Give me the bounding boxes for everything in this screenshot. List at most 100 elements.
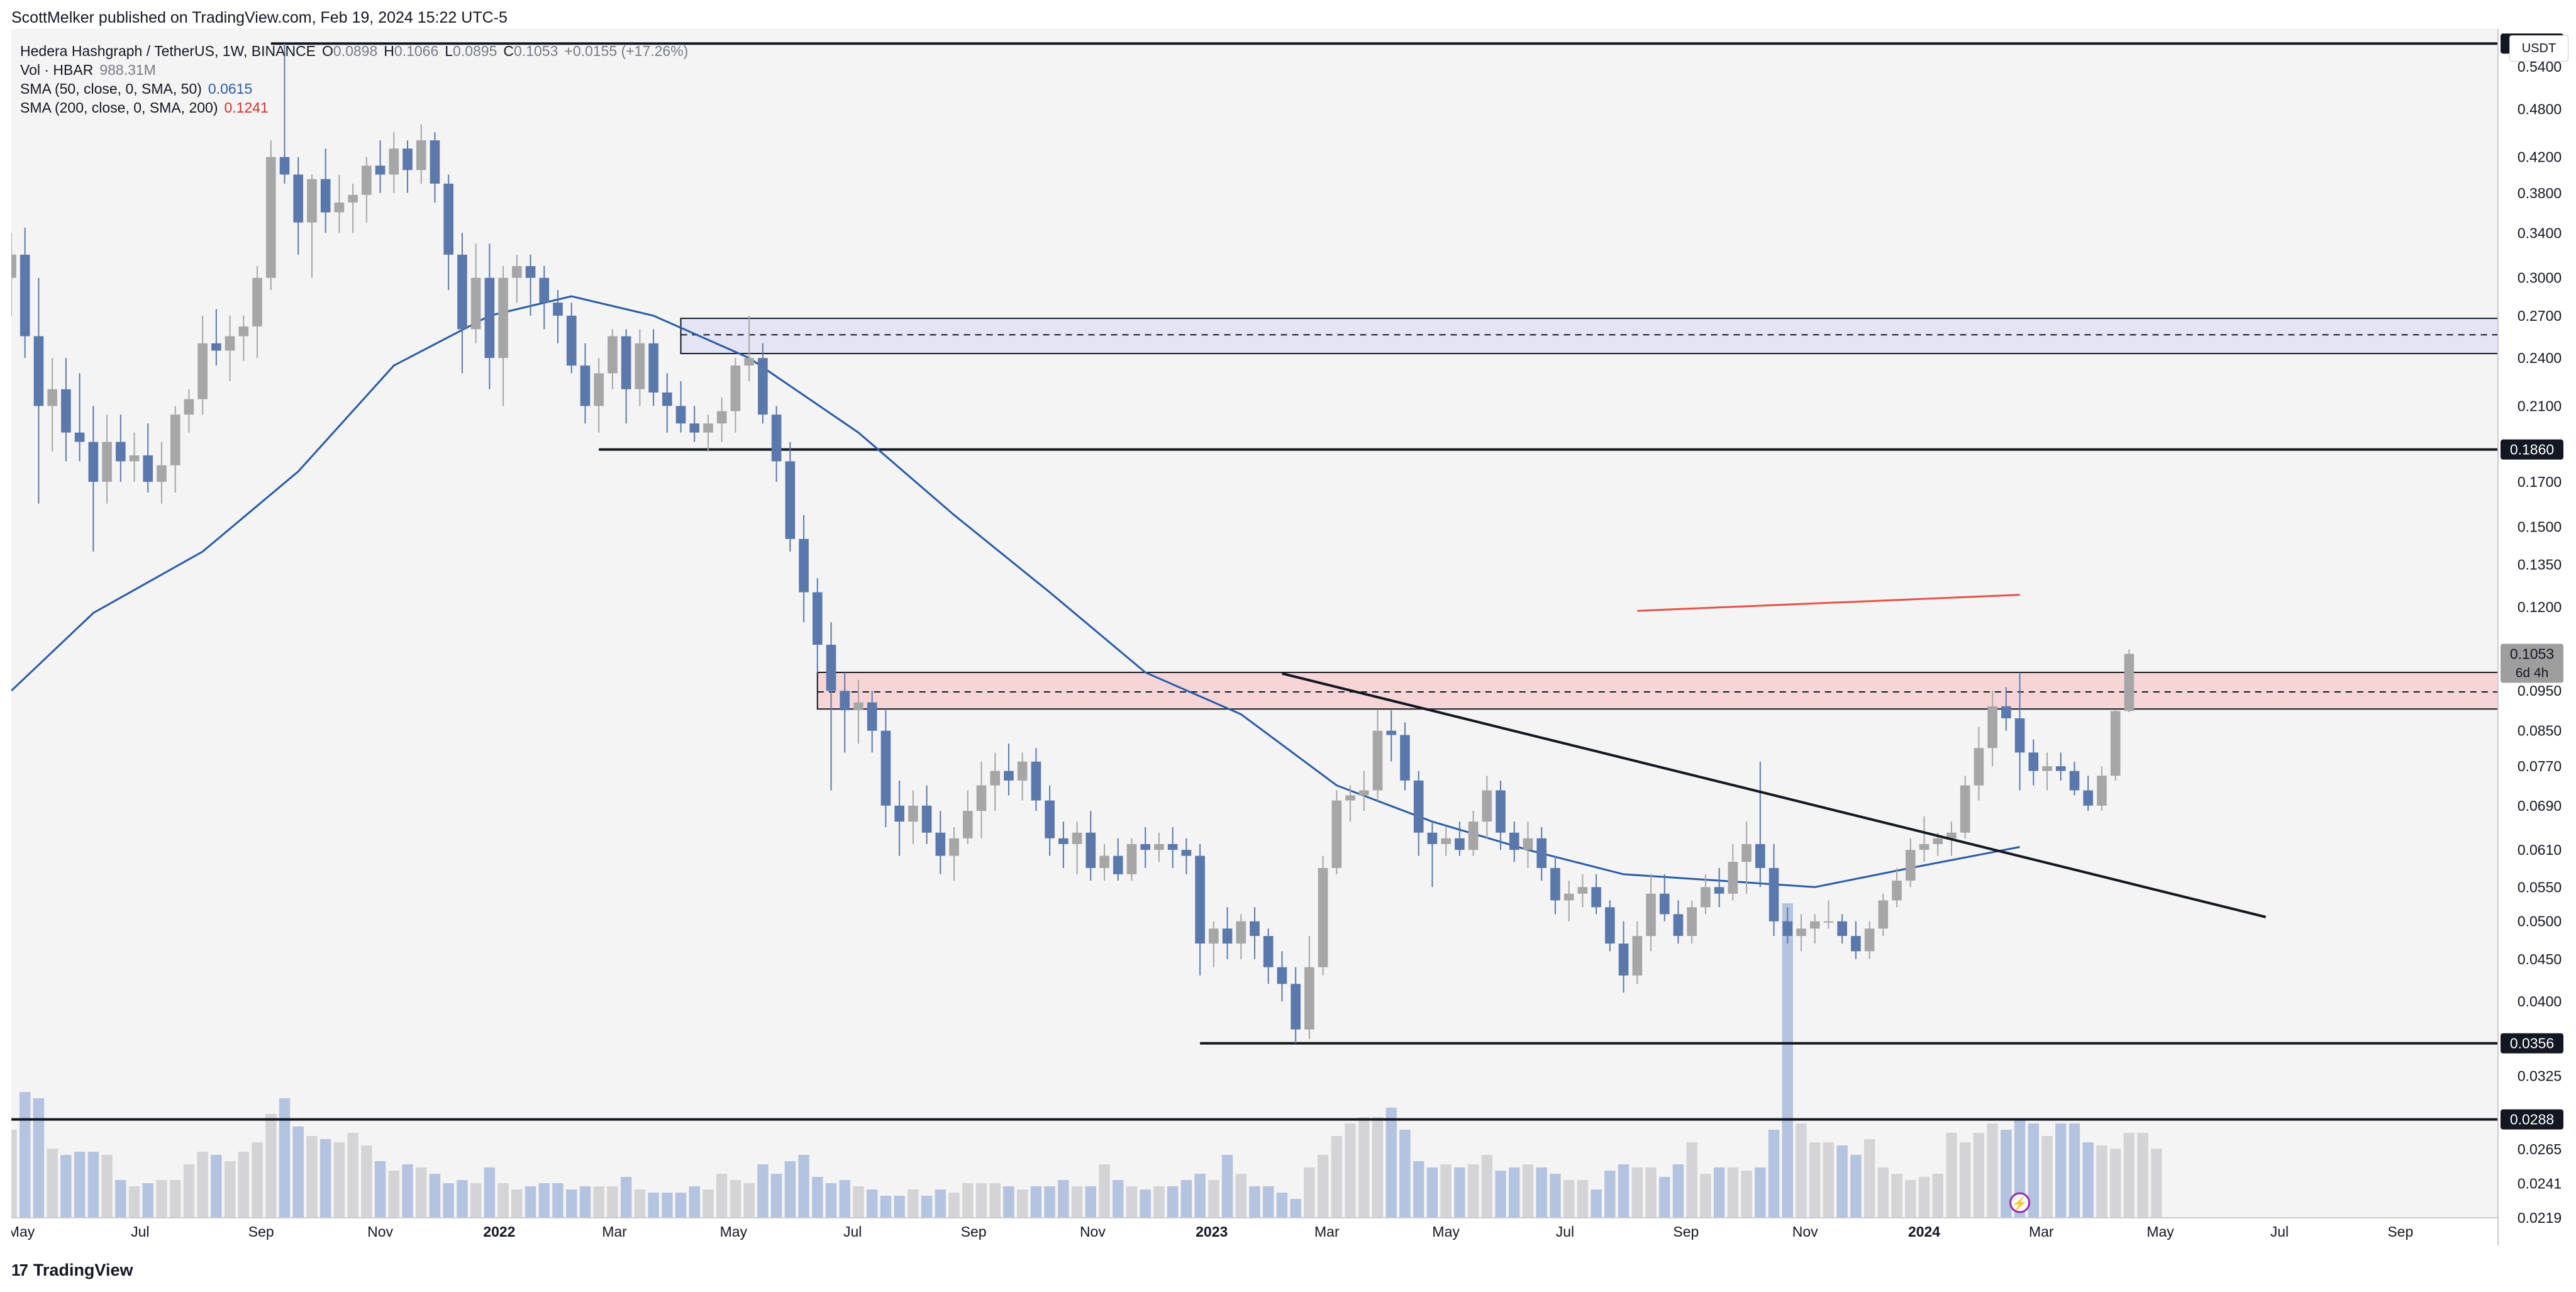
price-tick-label: 0.3400	[2518, 225, 2562, 241]
price-tick-label: 0.3000	[2518, 270, 2562, 286]
tradingview-logo[interactable]: 17 TradingView	[11, 1261, 133, 1280]
volume-bar	[183, 1164, 195, 1218]
volume-bar	[74, 1152, 86, 1218]
time-tick-label: May	[2146, 1223, 2174, 1240]
candle-body	[389, 148, 399, 175]
candle-body	[19, 254, 30, 337]
candle-body	[594, 373, 604, 406]
price-axis: 0.54000.48000.42000.38000.34000.30000.27…	[2518, 58, 2562, 1226]
volume-bar	[142, 1183, 153, 1218]
candle-body	[799, 538, 809, 593]
volume-bar	[457, 1180, 468, 1218]
volume-bar	[1863, 1139, 1875, 1218]
candle-body	[498, 277, 508, 359]
volume-bar	[1180, 1180, 1192, 1218]
volume-bar	[224, 1161, 236, 1218]
price-label-box	[2501, 1109, 2563, 1130]
candle-body	[648, 343, 658, 393]
open-value: 0.0898	[333, 43, 378, 59]
candle-body	[1427, 832, 1438, 844]
candle-body	[689, 423, 700, 433]
candle-body	[265, 157, 276, 278]
flash-icon-glyph: ⚡	[2012, 1196, 2028, 1211]
candle-body	[621, 336, 631, 389]
volume-bar	[948, 1193, 960, 1218]
candle-body	[2055, 766, 2066, 771]
price-tick-label: 0.0690	[2518, 798, 2562, 814]
price-chart[interactable]: 0.54000.48000.42000.38000.34000.30000.27…	[6, 29, 2576, 1245]
price-label-text: 0.0356	[2510, 1035, 2554, 1052]
volume-bar	[2110, 1149, 2121, 1218]
candle-body	[1591, 887, 1601, 908]
volume-bar	[1413, 1161, 1424, 1218]
volume-bar	[1604, 1171, 1616, 1218]
price-tick-label: 0.0610	[2518, 842, 2562, 858]
volume-bar	[1577, 1180, 1589, 1218]
zone-resistance-lower	[816, 671, 2499, 710]
volume-bar	[1317, 1155, 1329, 1218]
volume-bar	[211, 1155, 222, 1218]
price-tick-label: 0.0265	[2518, 1141, 2562, 1157]
candle-body	[74, 432, 85, 442]
time-tick-label: 2024	[1908, 1223, 1940, 1240]
volume-bar	[2001, 1130, 2012, 1218]
candle-body	[1701, 887, 1711, 908]
price-tick-label: 0.2700	[2518, 308, 2562, 324]
price-tick-label: 0.2100	[2518, 398, 2562, 414]
volume-bar	[1221, 1155, 1233, 1218]
candle-body	[2083, 790, 2094, 806]
candle-body	[1004, 771, 1014, 781]
candle-body	[1181, 850, 1192, 856]
candle-body	[307, 179, 317, 223]
symbol-title[interactable]: Hedera Hashgraph / TetherUS, 1W, BINANCE	[20, 43, 316, 59]
time-tick-label: Mar	[2029, 1223, 2054, 1240]
candle-body	[1291, 984, 1301, 1030]
volume-bar	[443, 1183, 454, 1218]
volume-bar	[2082, 1142, 2094, 1218]
price-tick-label: 0.0450	[2518, 951, 2562, 967]
sma200-label[interactable]: SMA (200, close, 0, SMA, 200)	[20, 99, 218, 116]
volume-bar	[1345, 1123, 1356, 1218]
time-tick-label: Jul	[2270, 1223, 2289, 1240]
candle-body	[990, 771, 1001, 786]
volume-bar	[1085, 1186, 1096, 1218]
volume-bar	[1918, 1177, 1930, 1218]
volume-bar	[2096, 1145, 2107, 1218]
volume-bar	[1140, 1189, 1151, 1218]
volume-bar	[1426, 1167, 1438, 1218]
candle-body	[61, 389, 71, 433]
volume-bar	[265, 1114, 277, 1218]
volume-bar	[1194, 1174, 1206, 1218]
volume-bar	[1796, 1123, 1807, 1218]
time-tick-label: Jul	[1556, 1223, 1574, 1240]
candle-body	[416, 140, 426, 170]
volume-bar	[6, 1130, 17, 1218]
volume-bar	[1755, 1167, 1766, 1218]
candle-body	[143, 455, 153, 482]
candle-body	[1045, 800, 1055, 838]
candle-body	[170, 415, 180, 465]
candle-body	[1017, 761, 1028, 781]
currency-selector[interactable]: USDT	[2509, 35, 2568, 62]
volume-bar	[1946, 1133, 1957, 1218]
candle-body	[470, 277, 481, 330]
volume-bar	[593, 1186, 604, 1218]
sma50-label[interactable]: SMA (50, close, 0, SMA, 50)	[20, 81, 202, 97]
volume-bar	[156, 1180, 167, 1218]
volume-bar	[1304, 1167, 1315, 1218]
time-tick-label: Nov	[367, 1223, 393, 1240]
candle-body	[2001, 706, 2011, 718]
candle-body	[1946, 832, 1957, 838]
volume-bar	[1113, 1180, 1124, 1218]
volume-bar	[2055, 1123, 2067, 1218]
volume-bar	[1495, 1171, 1506, 1218]
volume-bar	[1481, 1155, 1493, 1218]
volume-bar	[497, 1183, 509, 1218]
candle-body	[1304, 967, 1314, 1030]
time-axis: May Jul Sep Nov 2022 Mar May Jul Sep Nov 2023 Mar Ma…	[8, 1223, 2413, 1240]
candle-body	[662, 393, 672, 406]
candle-body	[1782, 921, 1793, 936]
volume-label[interactable]: Vol · HBAR	[20, 62, 94, 78]
chart-area[interactable]: 0.5400 0.4800 0.4200 0.3800 0.3400 0.3000 0.27…	[6, 29, 2576, 1245]
sma200-line	[1637, 594, 2020, 612]
